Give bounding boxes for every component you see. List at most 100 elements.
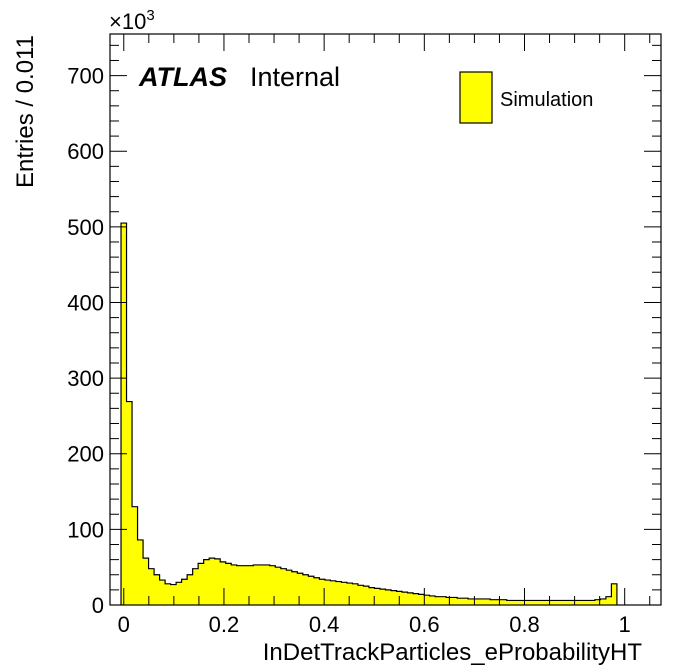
- histogram-bin: [611, 583, 618, 605]
- histogram-bin: [561, 600, 568, 605]
- y-multiplier-exponent: 3: [146, 7, 154, 24]
- y-tick-label: 700: [67, 64, 104, 89]
- histogram-bin: [148, 568, 155, 605]
- y-tick-label: 0: [92, 593, 104, 618]
- histogram-bin: [495, 599, 502, 605]
- histogram-bin: [352, 583, 359, 605]
- histogram-bin: [253, 564, 260, 605]
- histogram-bin: [418, 594, 425, 605]
- histogram-bin: [594, 599, 601, 605]
- histogram-bin: [313, 577, 320, 605]
- histogram-bin: [308, 576, 315, 605]
- x-tick-label: 1: [619, 612, 631, 637]
- histogram-bin: [435, 596, 441, 605]
- histogram-bin: [556, 600, 563, 605]
- y-axis-title: Entries / 0.011: [12, 35, 39, 188]
- histogram-bin: [605, 596, 612, 605]
- histogram-bin: [402, 592, 408, 605]
- x-tick-label: 0.6: [409, 612, 440, 637]
- y-tick-label: 600: [67, 139, 104, 164]
- histogram-bin: [170, 584, 177, 605]
- histogram-bin: [187, 574, 193, 605]
- x-tick-label: 0.2: [209, 612, 240, 637]
- histogram-bin: [264, 564, 271, 605]
- atlas-label: ATLAS: [138, 62, 227, 92]
- histogram-outline: [120, 222, 618, 605]
- histogram-bin: [126, 401, 133, 605]
- histogram-bin: [379, 589, 386, 605]
- histogram-bars: [121, 223, 618, 605]
- histogram-bin: [479, 598, 485, 605]
- histogram-bin: [363, 586, 370, 605]
- histogram-bin: [539, 600, 546, 605]
- y-tick-label: 500: [67, 215, 104, 240]
- histogram-bin: [286, 570, 293, 605]
- x-tick-label: 0.8: [509, 612, 540, 637]
- histogram-bin: [291, 571, 298, 605]
- histogram-bin: [214, 558, 221, 605]
- histogram-bin: [198, 563, 204, 605]
- histogram-bin: [192, 568, 199, 605]
- histogram-bin: [209, 558, 215, 605]
- histogram-bin: [341, 582, 348, 605]
- y-tick-label: 100: [67, 517, 104, 542]
- histogram-bin: [429, 595, 436, 605]
- histogram-bin: [545, 600, 552, 605]
- histogram-bin: [385, 589, 392, 605]
- histogram-bin: [457, 598, 463, 605]
- histogram-bin: [137, 539, 144, 605]
- histogram-bin: [407, 592, 414, 605]
- y-tick-label: 400: [67, 290, 104, 315]
- histogram-bin: [528, 600, 535, 605]
- histogram-bin: [165, 583, 171, 605]
- y-tick-label: 200: [67, 442, 104, 467]
- internal-label: Internal: [250, 62, 340, 92]
- histogram-bin: [297, 573, 304, 605]
- histogram-bin: [319, 579, 326, 605]
- plot-area: [110, 34, 661, 605]
- histogram-bin: [269, 565, 276, 605]
- histogram-bin: [335, 581, 342, 605]
- histogram-bin: [132, 506, 138, 605]
- y-axis-ticks: 0 100 200 300 400 500 600 700: [67, 44, 661, 618]
- histogram-bin: [346, 583, 353, 605]
- histogram-bin: [534, 600, 541, 605]
- histogram-bin: [490, 599, 496, 605]
- histogram-bin: [280, 568, 287, 605]
- histogram-bin: [357, 585, 364, 605]
- histogram-bin: [143, 558, 149, 605]
- histogram-bin: [368, 587, 375, 605]
- histogram-bin: [176, 582, 182, 605]
- histogram-bin: [302, 574, 309, 605]
- histogram-bin: [462, 598, 469, 605]
- histogram-bin: [501, 599, 508, 605]
- histogram-bin: [567, 600, 574, 605]
- histogram-bin: [523, 600, 530, 605]
- histogram-bin: [440, 596, 447, 605]
- histogram-bin: [247, 565, 254, 605]
- histogram-bin: [330, 580, 337, 605]
- legend-swatch: [459, 71, 493, 124]
- histogram-bin: [242, 565, 249, 605]
- histogram-bin: [203, 559, 210, 605]
- histogram-bin: [154, 574, 160, 605]
- histogram-bin: [225, 563, 232, 605]
- histogram-bin: [473, 598, 480, 605]
- histogram-bin: [391, 590, 397, 605]
- histogram-bin: [424, 595, 430, 605]
- histogram-bin: [159, 580, 166, 605]
- histogram-bin: [258, 564, 265, 605]
- histogram-bin: [451, 597, 458, 605]
- histogram-bin: [231, 564, 238, 605]
- histogram-bin: [572, 600, 579, 605]
- histogram-bin: [589, 600, 596, 605]
- histogram-bin: [236, 565, 243, 605]
- histogram-bin: [578, 600, 585, 605]
- histogram-bin: [512, 600, 519, 605]
- y-tick-label: 300: [67, 366, 104, 391]
- histogram-bin: [413, 593, 419, 605]
- histogram-bin: [600, 598, 607, 605]
- histogram-bin: [220, 561, 227, 605]
- histogram-bin: [275, 567, 282, 605]
